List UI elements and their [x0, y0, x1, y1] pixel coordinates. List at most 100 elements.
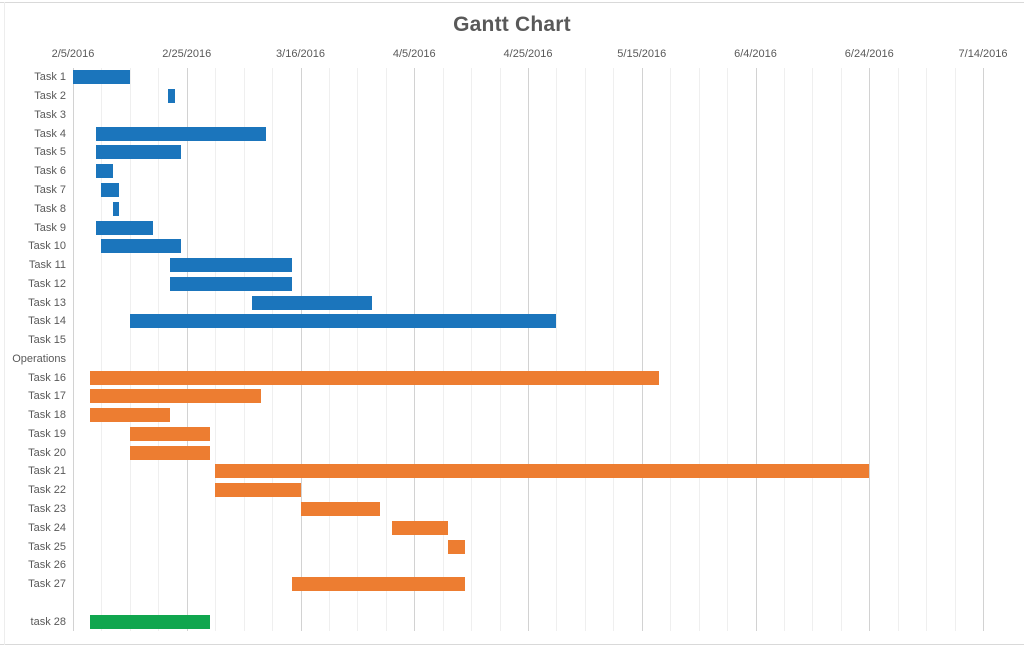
x-axis-tick-label: 6/4/2016	[734, 48, 777, 60]
gantt-bar-task-27	[291, 577, 466, 592]
gantt-bar-task-20	[129, 445, 210, 460]
gridline-minor	[442, 68, 444, 631]
row-label-task-2: Task 2	[34, 90, 66, 103]
gantt-bar-task-25	[448, 539, 466, 554]
row-label-task-14: Task 14	[28, 315, 66, 328]
gantt-bar-task-1	[73, 70, 130, 85]
row-label-task-19: Task 19	[28, 427, 66, 440]
gridline-minor	[328, 68, 330, 631]
gridline-major	[73, 68, 74, 631]
x-axis-tick-label: 4/5/2016	[392, 48, 436, 60]
row-label-task-23: Task 23	[28, 503, 66, 516]
row-label-task-3: Task 3	[34, 108, 66, 121]
row-label-task-13: Task 13	[28, 296, 66, 309]
x-axis-tick-label: 6/24/2016	[844, 48, 894, 60]
x-axis-tick-label: 7/14/2016	[958, 48, 1008, 60]
gridline-minor	[385, 68, 387, 631]
gantt-bar-task-24	[391, 520, 449, 535]
row-label-task-5: Task 5	[34, 146, 66, 159]
gridline-major	[983, 68, 984, 631]
row-label-task-24: Task 24	[28, 521, 66, 534]
gantt-bar-task-10	[101, 239, 182, 254]
gridline-minor	[812, 68, 814, 631]
gantt-bar-task-16	[90, 370, 659, 385]
gridline-minor	[670, 68, 672, 631]
x-axis-tick-label: 3/16/2016	[276, 48, 325, 60]
gridline-minor	[584, 68, 586, 631]
gridline-minor	[357, 68, 359, 631]
x-axis-tick-label: 2/5/2016	[51, 48, 95, 60]
gantt-bar-task-8	[112, 201, 119, 216]
gantt-bar-task-18	[90, 408, 170, 423]
gantt-bar-task-11	[169, 258, 292, 273]
x-axis-tick-label: 4/25/2016	[503, 48, 553, 60]
gantt-bar-task-7	[101, 182, 119, 197]
gridline-minor	[215, 68, 217, 631]
gantt-bar-task-13	[252, 295, 372, 310]
row-label-task-7: Task 7	[34, 183, 66, 196]
gridline-minor	[783, 68, 785, 631]
chart-bottom-border	[0, 644, 1024, 645]
gridline-major	[528, 68, 529, 631]
gridline-minor	[727, 68, 729, 631]
row-label-task-12: Task 12	[28, 277, 66, 290]
row-label-task-18: Task 18	[28, 409, 66, 422]
gridline-minor	[158, 68, 160, 631]
gridline-minor	[840, 68, 842, 631]
gantt-bar-task-14	[129, 314, 557, 329]
gantt-bar-task-9	[95, 220, 153, 235]
gantt-bar-task-6	[95, 164, 113, 179]
row-label-task-20: Task 20	[28, 446, 66, 459]
x-axis-tick-label: 5/15/2016	[617, 48, 667, 60]
gridline-minor	[101, 68, 103, 631]
row-label-operations: Operations	[12, 352, 66, 365]
row-label-task-6: Task 6	[34, 165, 66, 178]
chart-left-border	[4, 2, 5, 645]
row-label-task-25: Task 25	[28, 540, 66, 553]
gridline-minor	[471, 68, 473, 631]
row-label-task-8: Task 8	[34, 202, 66, 215]
gridline-minor	[926, 68, 928, 631]
row-label-task-9: Task 9	[34, 221, 66, 234]
gantt-bar-task-21	[215, 464, 870, 479]
row-label-task-28: task 28	[30, 615, 66, 628]
gantt-bar-task-4	[95, 126, 267, 141]
row-label-task-11: Task 11	[28, 259, 66, 272]
gridline-major	[755, 68, 757, 631]
gridline-minor	[272, 68, 274, 631]
gantt-bar-task-12	[169, 276, 292, 291]
row-label-task-27: Task 27	[28, 578, 66, 591]
gantt-bar-task-28	[90, 614, 210, 629]
row-label-task-17: Task 17	[28, 390, 66, 403]
chart-top-border	[0, 2, 1024, 3]
x-axis-tick-label: 2/25/2016	[162, 48, 212, 60]
gridline-minor	[499, 68, 501, 631]
gantt-bar-task-17	[90, 389, 261, 404]
gridline-minor	[129, 68, 131, 631]
gridline-minor	[243, 68, 245, 631]
gridline-major	[869, 68, 871, 631]
gantt-bar-task-5	[95, 145, 182, 160]
gridline-major	[414, 68, 416, 631]
gridline-major	[186, 68, 188, 631]
chart-title: Gantt Chart	[453, 13, 571, 36]
gridline-minor	[613, 68, 615, 631]
gantt-bar-task-19	[129, 426, 210, 441]
row-label-task-22: Task 22	[28, 484, 66, 497]
gantt-bar-task-23	[300, 502, 381, 517]
row-label-task-15: Task 15	[28, 334, 66, 347]
row-label-task-1: Task 1	[34, 71, 66, 84]
gantt-bar-task-22	[215, 483, 301, 498]
row-label-task-26: Task 26	[28, 559, 66, 572]
gantt-bar-task-2	[167, 89, 175, 104]
row-label-task-10: Task 10	[28, 240, 66, 253]
gridline-minor	[698, 68, 700, 631]
row-label-task-4: Task 4	[34, 127, 66, 140]
gridline-major	[300, 68, 302, 631]
gridline-minor	[954, 68, 956, 631]
row-label-task-21: Task 21	[28, 465, 66, 478]
gridline-minor	[897, 68, 899, 631]
row-label-task-16: Task 16	[28, 371, 66, 384]
gridline-minor	[556, 68, 558, 631]
